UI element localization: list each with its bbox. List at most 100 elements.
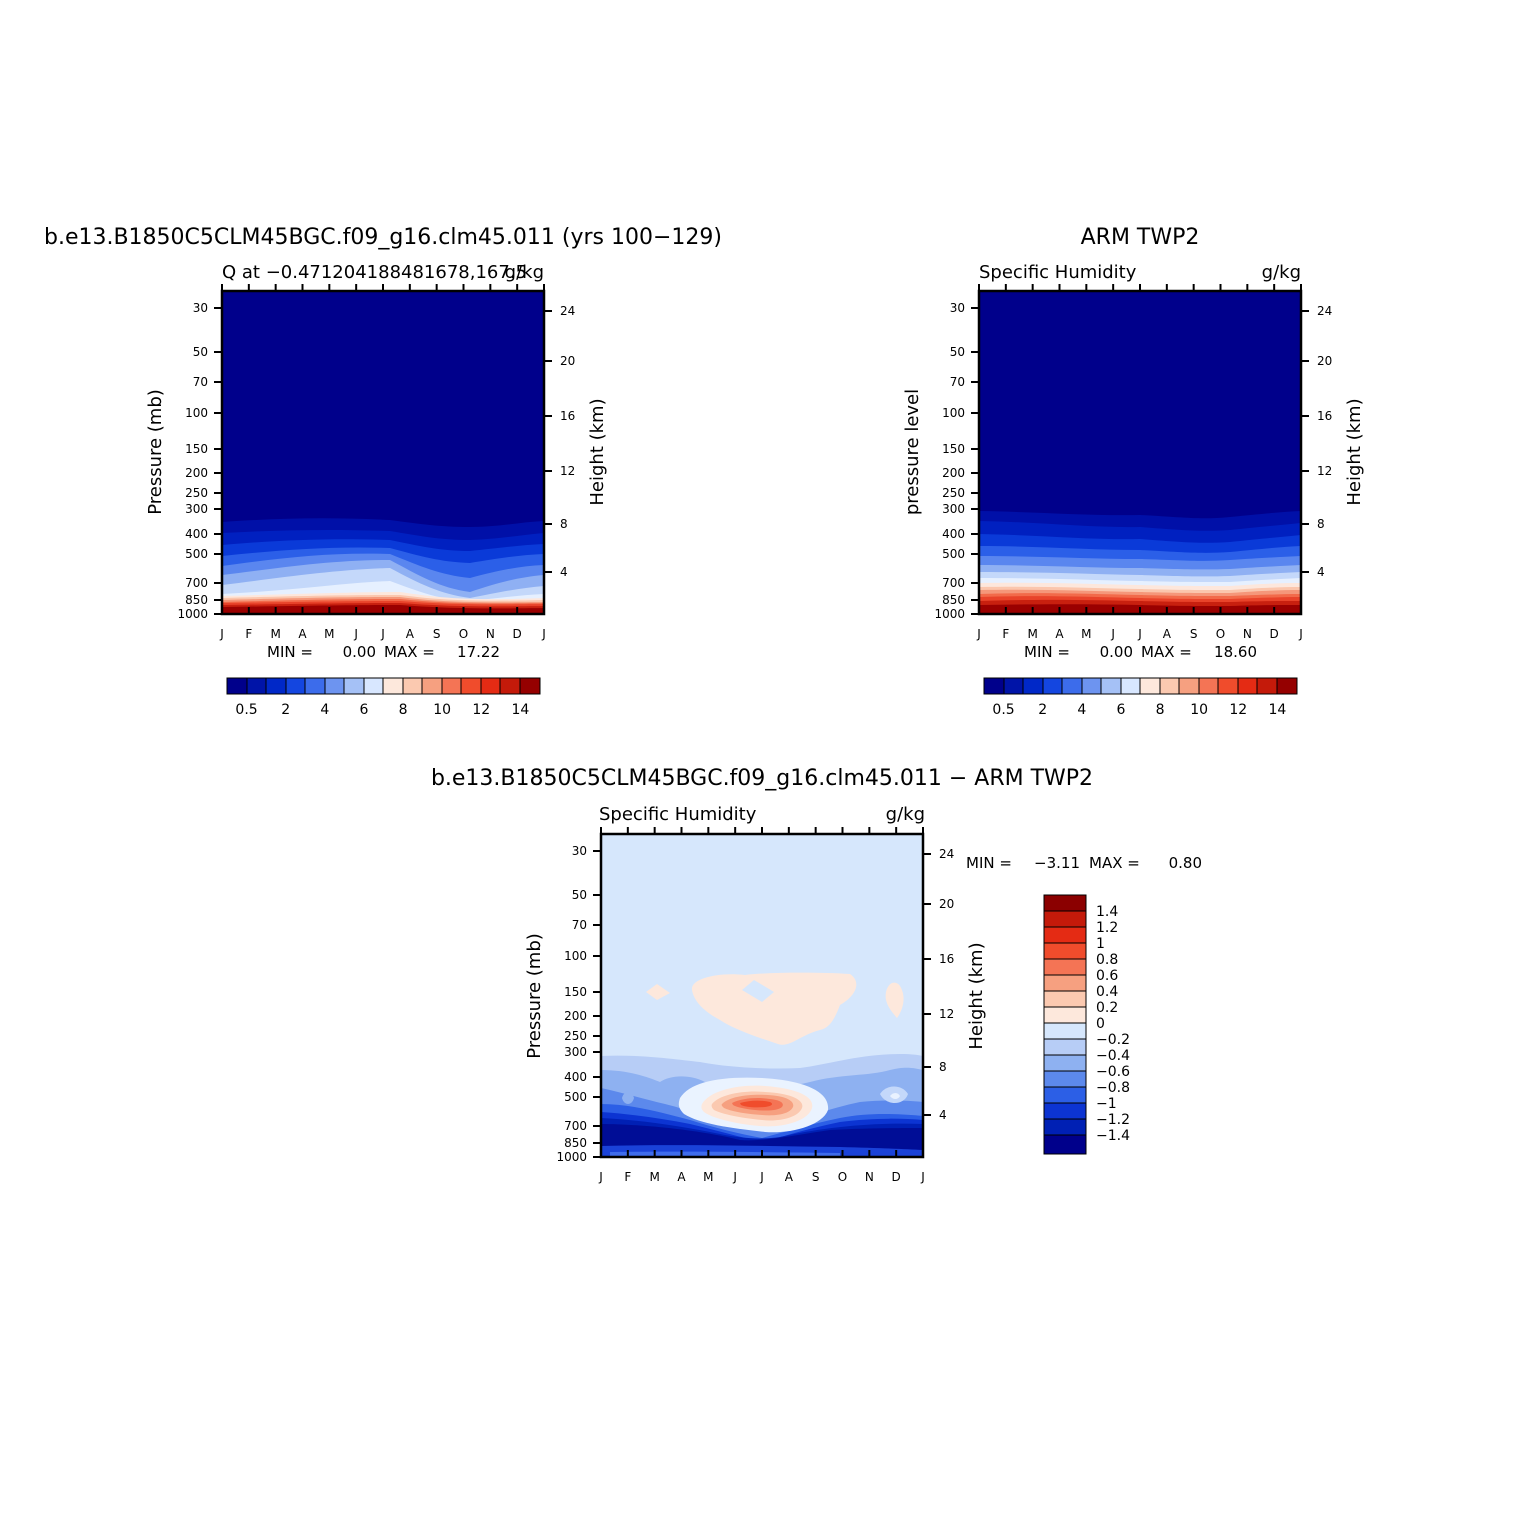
colorbar-label: −1 (1096, 1096, 1117, 1112)
colorbar-label: 6 (359, 702, 368, 718)
y-tick-label: 700 (185, 576, 208, 590)
y-tick-label: 1000 (556, 1150, 587, 1164)
x-tick-label: J (976, 627, 981, 641)
colorbar-label: 4 (320, 702, 329, 718)
y-tick-label: 100 (564, 949, 587, 963)
colorbar-label: 8 (1156, 702, 1165, 718)
panel-obs-min-value: 0.00 (1100, 643, 1133, 661)
y-tick-label: 400 (942, 527, 965, 541)
y2-tick-label: 12 (560, 464, 575, 478)
y-tick-label: 150 (564, 985, 587, 999)
x-tick-label: J (732, 1170, 737, 1184)
x-tick-label: A (298, 627, 307, 641)
x-tick-label: O (838, 1170, 847, 1184)
panel-obs-min-label: MIN = (1024, 643, 1070, 661)
x-tick-label: D (892, 1170, 901, 1184)
colorbar-label: 14 (1269, 702, 1287, 718)
x-tick-label: J (541, 627, 546, 641)
panel-diff-title: b.e13.B1850C5CLM45BGC.f09_g16.clm45.011 … (431, 766, 1093, 791)
y-tick-label: 700 (942, 576, 965, 590)
panel-diff-min-value: −3.11 (1034, 854, 1080, 872)
panel-diff-max-label: MAX = (1089, 854, 1140, 872)
x-tick-label: J (380, 627, 385, 641)
y2-tick-label: 16 (1317, 409, 1332, 423)
panel-obs: ARM TWP2 Specific Humidity g/kg J F M A M J J A… (902, 225, 1365, 718)
panel-obs-axes: J F M A M J J A S O N D J 30 50 70 100 150 200 250 300 400 500… (934, 284, 1332, 641)
y-tick-label: 500 (942, 547, 965, 561)
x-tick-label: M (1081, 627, 1091, 641)
x-tick-label: J (353, 627, 358, 641)
y2-tick-label: 4 (939, 1108, 947, 1122)
colorbar-label: 0.2 (1096, 1000, 1118, 1016)
y-tick-label: 50 (193, 345, 208, 359)
x-tick-label: A (1163, 627, 1172, 641)
colorbar-label: 12 (1229, 702, 1247, 718)
panel-obs-y2label: Height (km) (1344, 398, 1365, 505)
y-tick-label: 250 (185, 486, 208, 500)
panel-model-contours (222, 291, 544, 614)
colorbar-label: 1.2 (1096, 920, 1118, 936)
x-tick-label: D (1270, 627, 1279, 641)
panel-model-ylabel: Pressure (mb) (145, 389, 166, 515)
y-tick-label: 50 (572, 888, 587, 902)
y2-tick-label: 4 (560, 565, 568, 579)
colorbar-label: −0.2 (1096, 1032, 1130, 1048)
x-tick-label: M (703, 1170, 713, 1184)
panel-model-colorbar: 0.5 2 4 6 8 10 12 14 (226, 677, 541, 718)
colorbar-label: 0.4 (1096, 984, 1118, 1000)
panel-model-left-label: Q at −0.471204188481678,167.5 (222, 262, 527, 283)
x-tick-label: A (677, 1170, 686, 1184)
y-tick-label: 850 (942, 593, 965, 607)
panel-model: b.e13.B1850C5CLM45BGC.f09_g16.clm45.011 … (44, 225, 722, 718)
colorbar-label: −0.4 (1096, 1048, 1130, 1064)
y-tick-label: 300 (942, 502, 965, 516)
y-tick-label: 200 (942, 466, 965, 480)
x-tick-label: N (486, 627, 495, 641)
y-tick-label: 250 (942, 486, 965, 500)
colorbar-label: 1.4 (1096, 904, 1118, 920)
y2-tick-label: 24 (1317, 304, 1332, 318)
panel-obs-ylabel: pressure level (902, 389, 923, 515)
panel-obs-contours (979, 291, 1301, 614)
x-tick-label: N (1243, 627, 1252, 641)
y2-tick-label: 24 (939, 847, 954, 861)
colorbar-label: −1.2 (1096, 1112, 1130, 1128)
panel-model-units: g/kg (505, 262, 544, 283)
y2-tick-label: 16 (560, 409, 575, 423)
colorbar-label: 0.5 (235, 702, 257, 718)
panel-obs-units: g/kg (1262, 262, 1301, 283)
x-tick-label: J (920, 1170, 925, 1184)
panel-diff-y2label: Height (km) (966, 942, 987, 1049)
y-tick-label: 30 (572, 844, 587, 858)
y-tick-label: 1000 (177, 607, 208, 621)
colorbar-label: 10 (433, 702, 451, 718)
y2-tick-label: 20 (1317, 354, 1332, 368)
y-tick-label: 700 (564, 1119, 587, 1133)
y-tick-label: 30 (950, 301, 965, 315)
panel-obs-left-label: Specific Humidity (979, 262, 1137, 283)
colorbar-label: 4 (1077, 702, 1086, 718)
y2-tick-label: 8 (939, 1060, 947, 1074)
colorbar-label: 12 (472, 702, 490, 718)
panel-model-axes: J F M A M J J A S O N D J 30 50 70 100 150 200 250 300 400 500… (177, 284, 575, 641)
y-tick-label: 1000 (934, 607, 965, 621)
panel-model-y2label: Height (km) (587, 398, 608, 505)
y-tick-label: 400 (185, 527, 208, 541)
x-tick-label: N (865, 1170, 874, 1184)
panel-diff-min-label: MIN = (966, 854, 1012, 872)
y-tick-label: 250 (564, 1029, 587, 1043)
x-tick-label: O (459, 627, 468, 641)
panel-diff-max-value: 0.80 (1169, 854, 1202, 872)
x-tick-label: O (1216, 627, 1225, 641)
panel-model-min-value: 0.00 (343, 643, 376, 661)
y-tick-label: 850 (564, 1136, 587, 1150)
x-tick-label: S (433, 627, 441, 641)
y2-tick-label: 8 (1317, 517, 1325, 531)
colorbar-label: 6 (1116, 702, 1125, 718)
colorbar-label: 0.8 (1096, 952, 1118, 968)
y-tick-label: 50 (950, 345, 965, 359)
y-tick-label: 150 (185, 442, 208, 456)
x-tick-label: M (324, 627, 334, 641)
y-tick-label: 300 (564, 1045, 587, 1059)
y-tick-label: 500 (185, 547, 208, 561)
